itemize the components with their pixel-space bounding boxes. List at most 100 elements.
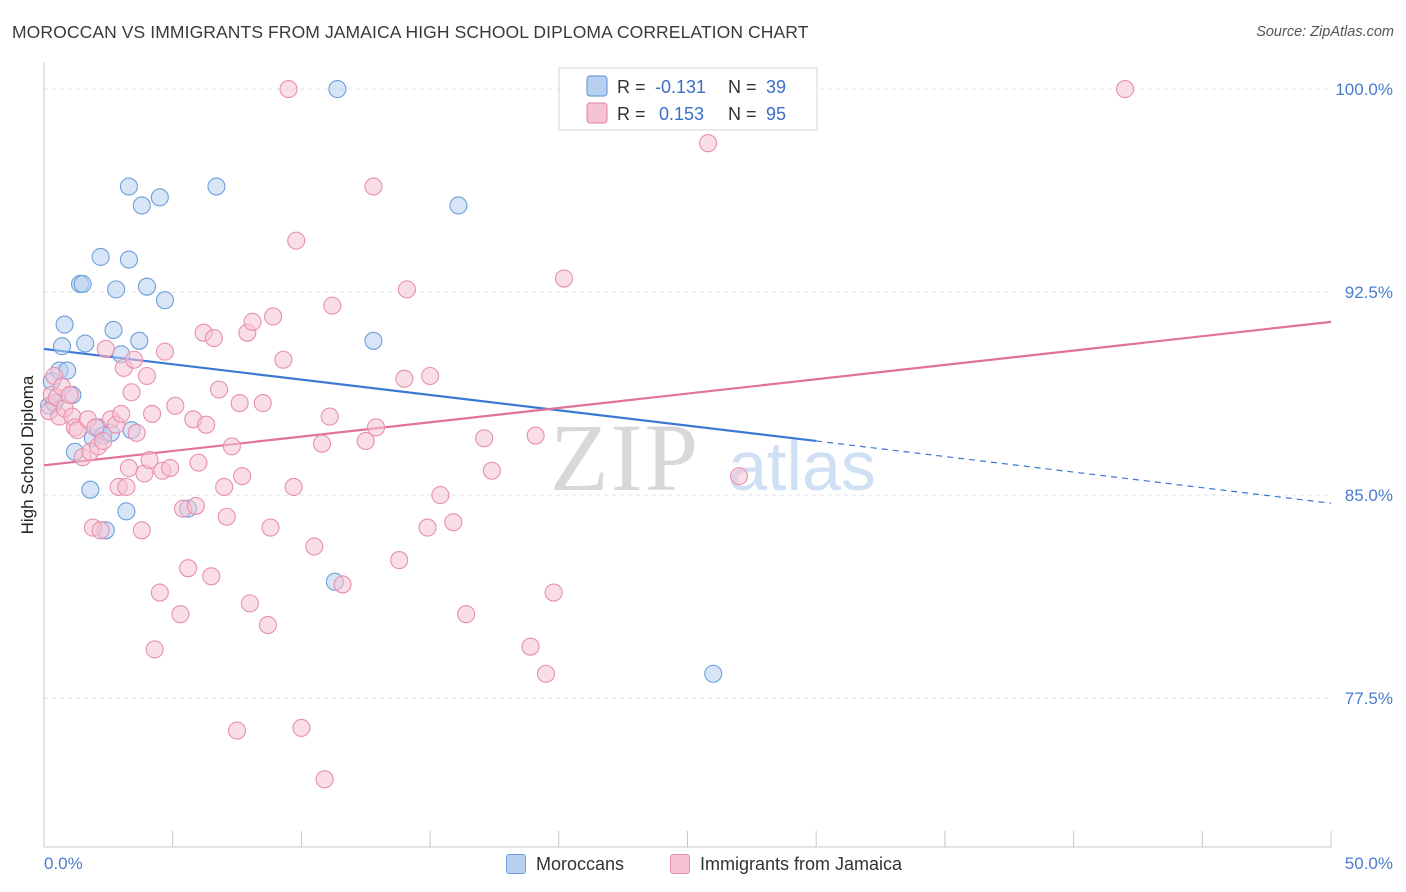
- jamaica-point: [60, 385, 79, 404]
- data-points: [40, 80, 1135, 789]
- legend-item-moroccans[interactable]: Moroccans: [506, 852, 624, 876]
- jamaica-point: [284, 477, 303, 497]
- jamaica-point: [137, 366, 157, 386]
- jamaica-point: [292, 718, 311, 737]
- jamaica-point: [186, 496, 205, 515]
- moroccan-point: [81, 480, 100, 499]
- jamaica-point: [143, 404, 162, 423]
- moroccan-point: [117, 502, 136, 521]
- moroccan-point: [52, 337, 72, 356]
- moroccan-point: [55, 315, 74, 334]
- jamaica-point: [122, 383, 141, 402]
- jamaica-point: [364, 177, 383, 196]
- jamaica-point: [544, 583, 563, 602]
- jamaica-point: [86, 418, 105, 437]
- jamaica-point: [91, 521, 110, 540]
- stats-r-value-1: -0.131: [655, 77, 706, 97]
- moroccan-point: [91, 247, 110, 266]
- jamaica-point: [1116, 80, 1135, 99]
- jamaica-point: [305, 537, 324, 556]
- jamaica-point: [521, 637, 540, 656]
- jamaica-point: [202, 567, 221, 586]
- jamaica-point: [536, 664, 555, 683]
- stats-swatch-moroccans: [586, 75, 608, 97]
- jamaica-point: [315, 770, 334, 789]
- jamaica-point: [279, 80, 298, 99]
- legend-item-jamaica[interactable]: Immigrants from Jamaica: [670, 852, 902, 876]
- jamaica-point: [421, 366, 440, 386]
- jamaica-point: [230, 394, 249, 413]
- stats-r-value-2: 0.153: [659, 104, 704, 124]
- stats-swatch-jamaica: [586, 102, 608, 124]
- moroccan-point: [119, 250, 138, 269]
- jamaica-point: [96, 339, 115, 358]
- trend-lines: [43, 320, 1332, 504]
- jamaica-point: [253, 394, 272, 413]
- jamaica-point: [258, 615, 277, 635]
- jamaica-point: [240, 594, 259, 613]
- moroccan-trend-extension: [816, 440, 1332, 504]
- jamaica-point: [475, 429, 494, 448]
- jamaica-point: [264, 307, 283, 326]
- moroccan-point: [104, 320, 123, 340]
- jamaica-point: [390, 551, 409, 570]
- stats-r-label-1: R =: [617, 77, 646, 97]
- jamaica-point: [261, 518, 280, 537]
- chart-title: MOROCCAN VS IMMIGRANTS FROM JAMAICA HIGH…: [12, 22, 809, 42]
- y-tick-label: 100.0%: [1335, 80, 1393, 99]
- jamaica-point: [179, 559, 198, 578]
- jamaica-point: [366, 418, 386, 437]
- source-credit: Source: ZipAtlas.com: [1256, 24, 1394, 40]
- stats-r-label-2: R =: [617, 104, 646, 124]
- moroccan-point: [150, 188, 169, 207]
- jamaica-point: [333, 575, 352, 594]
- jamaica-point: [197, 415, 216, 434]
- legend-swatch-jamaica: [670, 854, 690, 874]
- jamaica-point: [155, 342, 175, 361]
- moroccan-point: [132, 196, 151, 215]
- jamaica-point: [320, 407, 339, 426]
- x-tick-labels: 0.0% 50.0%: [44, 854, 1393, 873]
- stats-n-value-1: 39: [766, 77, 786, 97]
- jamaica-point: [312, 434, 332, 453]
- axes: [43, 62, 1332, 848]
- y-tick-label: 85.0%: [1345, 486, 1393, 505]
- moroccan-point: [76, 334, 95, 353]
- jamaica-point: [215, 477, 234, 497]
- jamaica-point: [228, 721, 247, 740]
- jamaica-point: [287, 231, 306, 250]
- jamaica-point: [140, 450, 159, 469]
- legend-swatch-moroccans: [506, 854, 526, 874]
- jamaica-point: [233, 467, 252, 486]
- moroccan-point: [328, 80, 347, 99]
- legend-label-moroccans: Moroccans: [536, 853, 625, 874]
- jamaica-trend-line: [43, 320, 1332, 467]
- legend-label-jamaica: Immigrants from Jamaica: [700, 853, 903, 874]
- jamaica-point: [94, 431, 113, 451]
- jamaica-point: [526, 426, 545, 445]
- stats-n-label-2: N =: [728, 104, 757, 124]
- y-tick-label: 92.5%: [1345, 283, 1393, 302]
- jamaica-point: [171, 605, 190, 624]
- x-tick-label: 50.0%: [1345, 854, 1393, 873]
- watermark: ZIP atlas: [550, 404, 876, 511]
- jamaica-point: [161, 458, 180, 478]
- stats-n-label-1: N =: [728, 77, 757, 97]
- jamaica-point: [323, 296, 342, 315]
- moroccan-point: [73, 274, 92, 294]
- jamaica-point: [145, 640, 164, 659]
- watermark-zip: ZIP: [550, 404, 700, 511]
- moroccan-point: [155, 291, 175, 310]
- moroccan-point: [704, 664, 723, 683]
- moroccan-point: [449, 196, 468, 215]
- jamaica-point: [274, 350, 293, 369]
- moroccan-point: [207, 177, 226, 196]
- y-tick-labels: 77.5% 85.0% 92.5% 100.0%: [1335, 80, 1393, 708]
- jamaica-point: [482, 461, 501, 480]
- moroccan-point: [364, 331, 383, 350]
- jamaica-point: [125, 350, 144, 369]
- jamaica-point: [189, 453, 208, 472]
- jamaica-point: [127, 423, 146, 442]
- jamaica-point: [431, 486, 450, 505]
